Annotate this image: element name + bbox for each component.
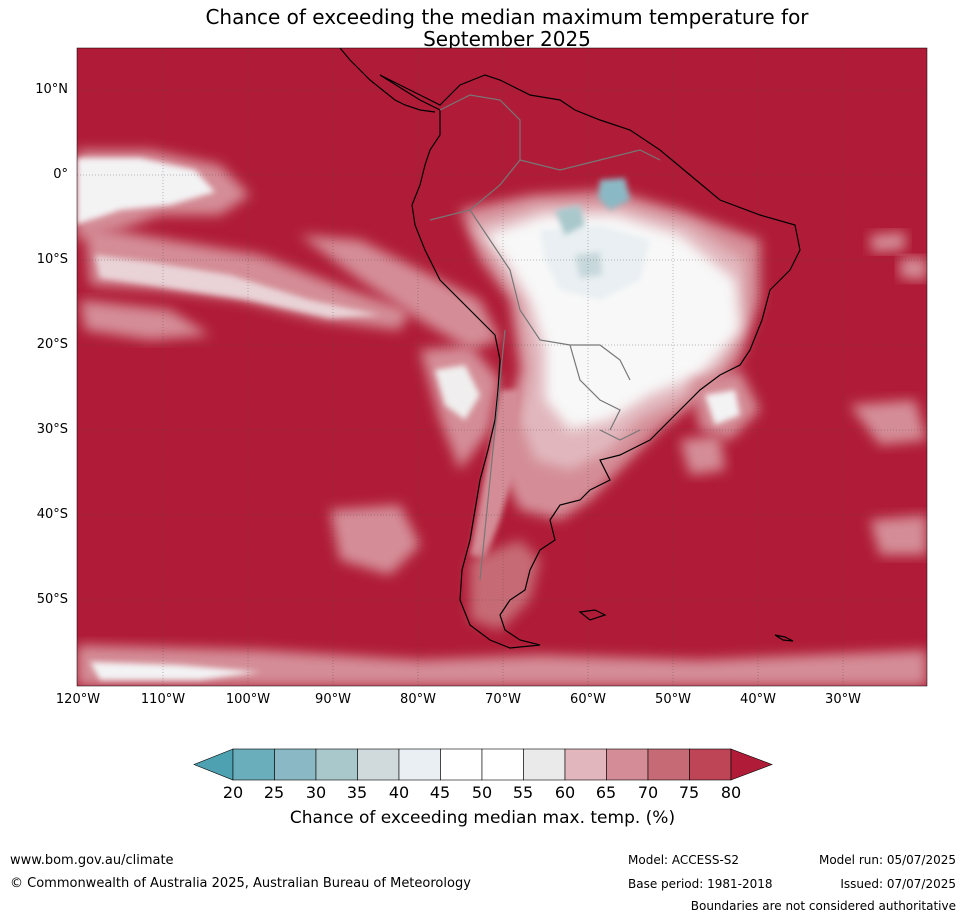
border-paraguay <box>569 344 621 431</box>
lat-label-10s: 10°S <box>36 252 68 267</box>
border-uruguay <box>599 429 641 441</box>
lon-label-90w: 90°W <box>315 692 351 707</box>
colorbar-tick-70: 70 <box>637 783 659 802</box>
atlantic-blob-6 <box>900 258 927 280</box>
colorbar-swatch-30 <box>315 748 358 781</box>
border-north <box>429 94 521 221</box>
lon-label-70w: 70°W <box>485 692 521 707</box>
colorbar-swatch-25 <box>274 748 317 781</box>
lon-label-100w: 100°W <box>225 692 271 707</box>
lat-label-40s: 40°S <box>36 507 68 522</box>
colorbar-swatch-35 <box>357 748 400 781</box>
lat-label-30s: 30°S <box>36 422 68 437</box>
lat-label-50s: 50°S <box>36 592 68 607</box>
footer-issued: Issued: 07/07/2025 <box>840 877 956 891</box>
colorbar-tick-45: 45 <box>429 783 451 802</box>
lon-label-80w: 80°W <box>400 692 436 707</box>
colorbar-swatch-45 <box>440 748 483 781</box>
border-chile-argentina <box>479 329 506 581</box>
lon-label-120w: 120°W <box>55 692 101 707</box>
footer-copyright: © Commonwealth of Australia 2025, Austra… <box>10 876 471 891</box>
footer-disclaimer: Boundaries are not considered authoritat… <box>690 899 956 913</box>
pacific-streak-2 <box>300 235 500 350</box>
colorbar-label: Chance of exceeding median max. temp. (%… <box>289 808 676 828</box>
colorbar-swatch-70 <box>647 748 690 781</box>
lat-label-10n: 10°N <box>35 82 68 97</box>
lon-label-40w: 40°W <box>740 692 776 707</box>
continental-blue-2 <box>598 178 630 210</box>
map-title-line-1: Chance of exceeding the median maximum t… <box>205 5 809 29</box>
continental-blue-1 <box>555 205 585 235</box>
colorbar <box>193 748 773 781</box>
colorbar-tick-50: 50 <box>471 783 493 802</box>
colorbar-tick-40: 40 <box>388 783 410 802</box>
graticule <box>77 48 927 686</box>
colorbar-tick-75: 75 <box>678 783 700 802</box>
pacific-streak-1 <box>85 225 410 330</box>
footer-model-run: Model run: 05/07/2025 <box>818 853 956 867</box>
south-georgia <box>774 634 794 642</box>
footer-model: Model: ACCESS-S2 <box>628 853 740 867</box>
atlantic-blob-4 <box>870 515 927 555</box>
patagonia-shade <box>470 540 540 630</box>
colorbar-tick-20: 20 <box>222 783 244 802</box>
colorbar-tick-65: 65 <box>595 783 617 802</box>
border-peru-brazil <box>469 209 631 381</box>
pacific-band-inner <box>77 158 215 225</box>
southern-ocean-band <box>77 645 927 686</box>
lon-label-60w: 60°W <box>570 692 606 707</box>
colorbar-swatch-60 <box>564 748 607 781</box>
colorbar-tick-25: 25 <box>263 783 285 802</box>
colorbar-swatch-55 <box>523 748 566 781</box>
colorbar-swatch-40 <box>398 748 441 781</box>
atlantic-blob-3 <box>850 400 927 445</box>
colorbar-tick-55: 55 <box>512 783 534 802</box>
pacific-streak-3 <box>80 300 210 340</box>
atlantic-blob-5 <box>870 232 905 252</box>
colorbar-tick-60: 60 <box>554 783 576 802</box>
lon-label-110w: 110°W <box>140 692 186 707</box>
lat-label-20s: 20°S <box>36 337 68 352</box>
pacific-streak-1-core <box>95 255 380 318</box>
colorbar-swatch-50 <box>481 748 524 781</box>
lat-label-0: 0° <box>53 167 68 182</box>
andes-strip <box>470 390 520 560</box>
southern-ocean-band-core <box>90 662 260 680</box>
lon-label-30w: 30°W <box>825 692 861 707</box>
border-amazon <box>519 149 661 171</box>
colorbar-arrow-high <box>730 748 773 781</box>
pacific-blob-2 <box>330 505 420 575</box>
map-title-line-2: September 2025 <box>423 27 591 51</box>
colorbar-swatch-20 <box>232 748 275 781</box>
map-border <box>76 47 928 687</box>
south-america-coastline <box>379 74 801 649</box>
country-borders <box>429 94 661 581</box>
colorbar-tick-30: 30 <box>305 783 327 802</box>
atlantic-blob-1-core <box>705 390 740 425</box>
continental-blue-3 <box>575 252 602 278</box>
pacific-blob-1-core <box>435 365 480 420</box>
colorbar-tick-80: 80 <box>720 783 742 802</box>
lon-label-50w: 50°W <box>655 692 691 707</box>
colorbar-arrow-low <box>193 748 234 781</box>
falkland-islands <box>578 609 607 621</box>
continental-white <box>485 215 740 430</box>
colorbar-swatch-75 <box>689 748 732 781</box>
atlantic-blob-2 <box>680 435 725 475</box>
footer-base-period: Base period: 1981-2018 <box>628 877 773 891</box>
footer-url[interactable]: www.bom.gov.au/climate <box>10 853 174 868</box>
colorbar-swatch-65 <box>606 748 649 781</box>
probability-shading <box>77 48 927 686</box>
colorbar-tick-35: 35 <box>346 783 368 802</box>
central-america-coastline <box>339 48 436 113</box>
